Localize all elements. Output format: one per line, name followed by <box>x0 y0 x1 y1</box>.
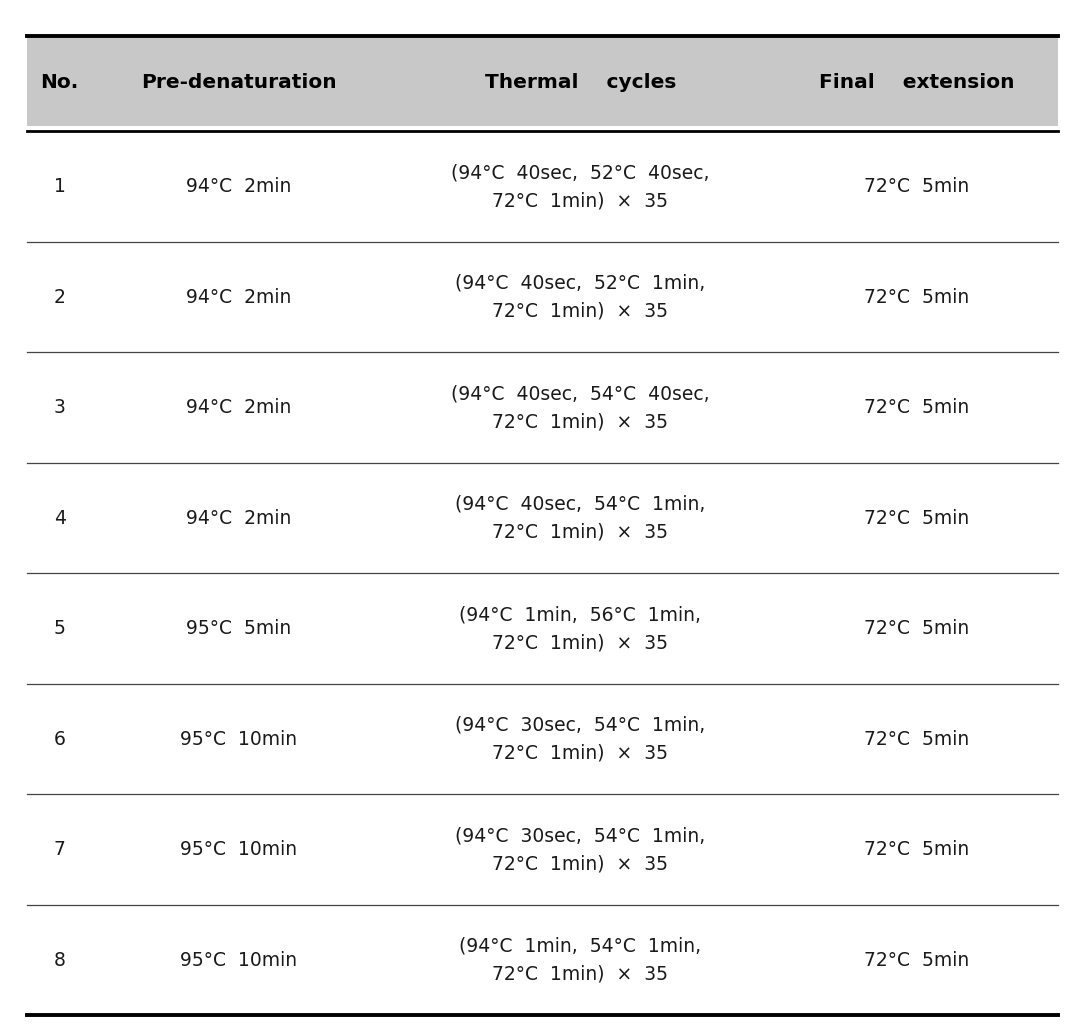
Text: 7: 7 <box>54 840 65 859</box>
Text: 72°C  5min: 72°C 5min <box>864 398 970 417</box>
Text: 72°C  5min: 72°C 5min <box>864 730 970 749</box>
Bar <box>27 38 1058 126</box>
Text: 72°C  5min: 72°C 5min <box>864 950 970 970</box>
Text: 3: 3 <box>54 398 65 417</box>
Text: (94°C  1min,  54°C  1min,
72°C  1min)  ×  35: (94°C 1min, 54°C 1min, 72°C 1min) × 35 <box>459 937 702 983</box>
Text: 72°C  5min: 72°C 5min <box>864 840 970 859</box>
Text: 95°C  10min: 95°C 10min <box>180 730 297 749</box>
Text: (94°C  30sec,  54°C  1min,
72°C  1min)  ×  35: (94°C 30sec, 54°C 1min, 72°C 1min) × 35 <box>456 826 705 873</box>
Text: (94°C  40sec,  54°C  40sec,
72°C  1min)  ×  35: (94°C 40sec, 54°C 40sec, 72°C 1min) × 35 <box>451 384 710 431</box>
Text: No.: No. <box>40 72 79 92</box>
Text: 5: 5 <box>54 619 65 638</box>
Text: 95°C  5min: 95°C 5min <box>186 619 292 638</box>
Text: 72°C  5min: 72°C 5min <box>864 287 970 307</box>
Text: 72°C  5min: 72°C 5min <box>864 177 970 196</box>
Text: 8: 8 <box>54 950 65 970</box>
Text: Pre-denaturation: Pre-denaturation <box>141 72 336 92</box>
Text: Final    extension: Final extension <box>819 72 1014 92</box>
Text: (94°C  40sec,  52°C  40sec,
72°C  1min)  ×  35: (94°C 40sec, 52°C 40sec, 72°C 1min) × 35 <box>451 163 710 210</box>
Text: 4: 4 <box>53 509 66 527</box>
Text: 6: 6 <box>54 730 65 749</box>
Text: Thermal    cycles: Thermal cycles <box>485 72 676 92</box>
Text: 94°C  2min: 94°C 2min <box>186 177 292 196</box>
Text: 2: 2 <box>54 287 65 307</box>
Text: 94°C  2min: 94°C 2min <box>186 509 292 527</box>
Text: 94°C  2min: 94°C 2min <box>186 287 292 307</box>
Text: 94°C  2min: 94°C 2min <box>186 398 292 417</box>
Text: 95°C  10min: 95°C 10min <box>180 840 297 859</box>
Text: 72°C  5min: 72°C 5min <box>864 619 970 638</box>
Text: (94°C  40sec,  54°C  1min,
72°C  1min)  ×  35: (94°C 40sec, 54°C 1min, 72°C 1min) × 35 <box>456 494 705 542</box>
Text: (94°C  1min,  56°C  1min,
72°C  1min)  ×  35: (94°C 1min, 56°C 1min, 72°C 1min) × 35 <box>459 605 702 652</box>
Text: 72°C  5min: 72°C 5min <box>864 509 970 527</box>
Text: (94°C  40sec,  52°C  1min,
72°C  1min)  ×  35: (94°C 40sec, 52°C 1min, 72°C 1min) × 35 <box>456 274 705 321</box>
Text: 95°C  10min: 95°C 10min <box>180 950 297 970</box>
Text: (94°C  30sec,  54°C  1min,
72°C  1min)  ×  35: (94°C 30sec, 54°C 1min, 72°C 1min) × 35 <box>456 716 705 763</box>
Text: 1: 1 <box>54 177 65 196</box>
